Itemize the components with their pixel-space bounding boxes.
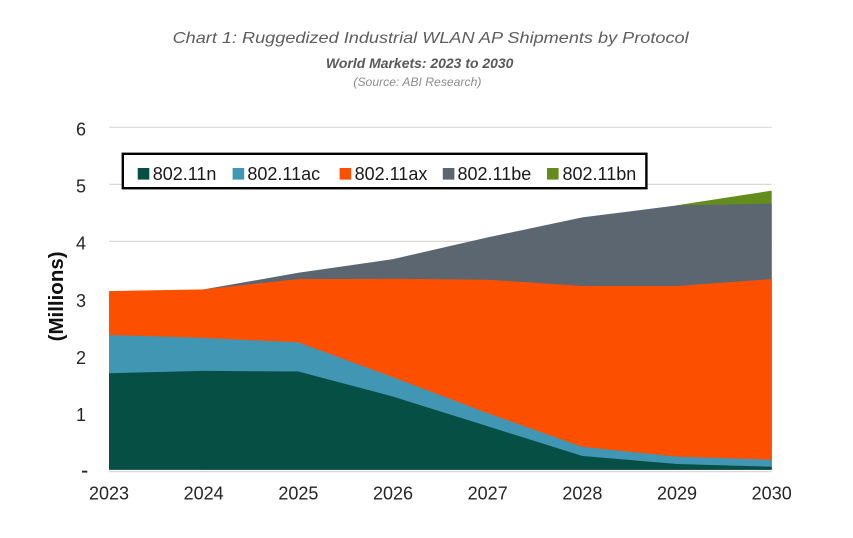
svg-text:2025: 2025	[278, 484, 318, 504]
svg-text:802.11be: 802.11be	[458, 164, 532, 184]
svg-text:(Source: ABI Research): (Source: ABI Research)	[353, 75, 481, 89]
svg-text:3: 3	[76, 291, 86, 311]
svg-text:802.11ax: 802.11ax	[355, 164, 428, 184]
svg-text:802.11bn: 802.11bn	[563, 164, 637, 184]
svg-text:Chart 1: Ruggedized Industrial: Chart 1: Ruggedized Industrial WLAN AP S…	[173, 30, 690, 47]
svg-text:2029: 2029	[657, 484, 697, 504]
svg-text:World Markets: 2023 to 2030: World Markets: 2023 to 2030	[326, 55, 514, 71]
svg-text:2: 2	[76, 348, 86, 368]
svg-text:4: 4	[76, 234, 86, 254]
svg-text:2028: 2028	[562, 484, 602, 504]
svg-text:2030: 2030	[752, 484, 792, 504]
svg-text:802.11n: 802.11n	[153, 164, 217, 184]
svg-text:2023: 2023	[89, 484, 129, 504]
svg-text:2027: 2027	[468, 484, 508, 504]
svg-text:1: 1	[76, 405, 86, 425]
svg-text:6: 6	[76, 120, 86, 140]
svg-text:802.11ac: 802.11ac	[247, 164, 320, 184]
svg-text:5: 5	[76, 177, 86, 197]
svg-text:(Millions): (Millions)	[45, 251, 68, 341]
svg-text:2026: 2026	[373, 484, 413, 504]
svg-text:2024: 2024	[184, 484, 224, 504]
